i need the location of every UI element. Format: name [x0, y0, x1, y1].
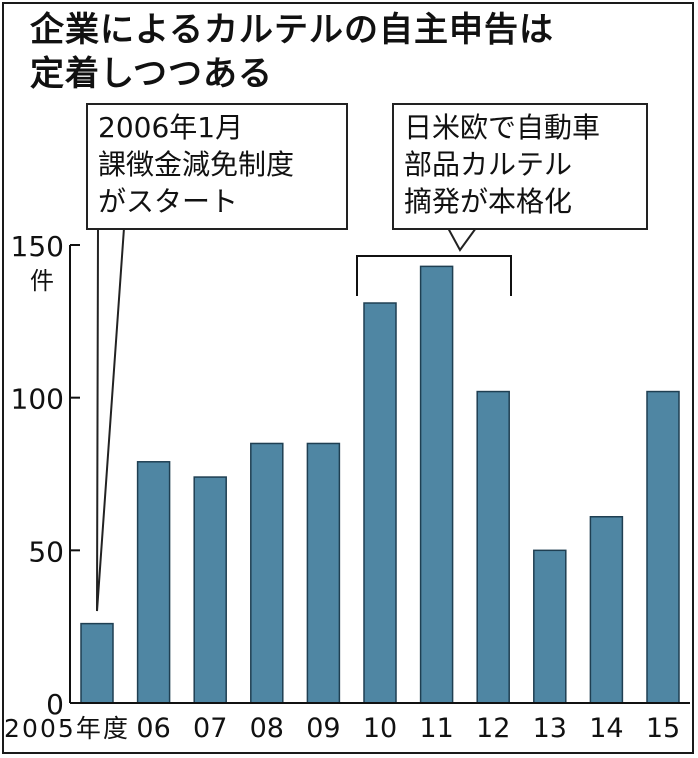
callout-auto-parts-cartel: 日米欧で自動車 部品カルテル 摘発が本格化 — [392, 103, 648, 230]
x-tick-label-0: 2005年度 — [4, 714, 128, 743]
x-tick-label-3: 08 — [250, 713, 284, 744]
y-unit-label: 件 — [30, 267, 54, 295]
callout2-pointer — [446, 227, 478, 252]
callout-leniency-program: 2006年1月 課徴金減免制度 がスタート — [86, 103, 348, 230]
bar-10 — [646, 390, 680, 704]
bar-9 — [589, 515, 624, 704]
bar-0 — [80, 622, 114, 704]
x-tick-label-5: 10 — [363, 713, 397, 744]
bar-6 — [419, 265, 454, 704]
bracket-line — [356, 255, 512, 296]
x-tick-label-9: 14 — [589, 713, 623, 744]
x-tick-label-7: 12 — [476, 713, 510, 744]
bar-7 — [476, 390, 510, 704]
x-axis: 2005年度 06 07 08 09 10 11 12 13 14 15 — [4, 702, 690, 744]
y-tick-label-150: 150 — [11, 230, 64, 263]
y-tick-label-0: 0 — [46, 688, 64, 721]
x-tick-label-8: 13 — [533, 713, 567, 744]
bar-8 — [533, 549, 567, 704]
x-tick-label-1: 06 — [136, 713, 170, 744]
x-tick-label-4: 09 — [306, 713, 340, 744]
chart-title: 企業によるカルテルの自主申告は 定着しつつある — [30, 8, 670, 96]
bar-4 — [306, 442, 341, 704]
bar-5 — [363, 302, 397, 704]
callout1-pointer — [96, 227, 126, 612]
x-tick-label-2: 07 — [193, 713, 227, 744]
x-tick-label-10: 15 — [646, 713, 680, 744]
bar-1 — [136, 461, 171, 704]
bar-3 — [250, 442, 284, 704]
annotation-bracket — [356, 255, 512, 296]
bars-group — [80, 265, 680, 704]
y-tick-label-100: 100 — [11, 383, 64, 416]
title-line-2: 定着しつつある — [30, 54, 273, 94]
y-tick-label-50: 50 — [28, 535, 64, 568]
title-line-1: 企業によるカルテルの自主申告は — [30, 10, 554, 50]
bar-2 — [193, 476, 227, 704]
x-tick-label-6: 11 — [419, 713, 453, 744]
y-axis: 0 50 100 150 件 — [11, 230, 80, 721]
